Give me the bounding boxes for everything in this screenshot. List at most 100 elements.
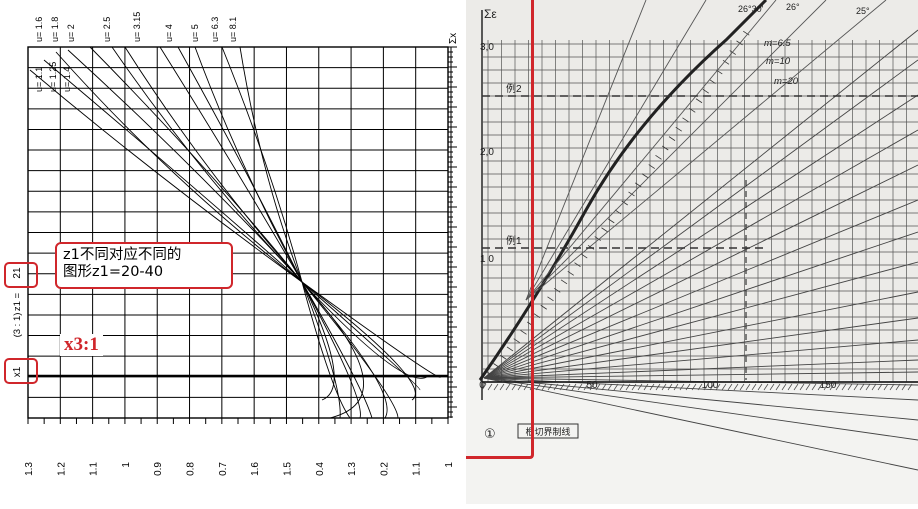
x-tick-label: 1 <box>444 462 455 468</box>
x-tick-label: 100 <box>702 380 719 391</box>
curve-hatch <box>689 107 696 113</box>
baseline-hatch <box>865 383 871 391</box>
nomogram-curve <box>55 51 416 401</box>
baseline-hatch <box>673 383 679 391</box>
y-tick-label: 3,0 <box>480 42 494 53</box>
curve-hatch <box>621 200 628 206</box>
u-label: u= 4 <box>164 24 174 42</box>
angle-label: 26°30' <box>738 4 764 14</box>
baseline-hatch <box>823 383 829 391</box>
nomogram-curve <box>89 46 399 419</box>
baseline-hatch <box>835 383 841 391</box>
annotation-line-2: 图形z1=20-40 <box>63 264 164 280</box>
left-nomogram-panel: u= 1.6 u= 1.8 u= 2 u= 2.5 u= 3.15 u= 4 u= 5 u= … <box>4 11 459 476</box>
x-tick-label: 50 <box>586 380 598 391</box>
baseline-hatch <box>721 383 727 391</box>
steep-line <box>525 0 827 301</box>
ray-line <box>483 371 918 379</box>
baseline-hatch <box>883 383 889 391</box>
annotation-line-1: z1不同对应不同的 <box>63 247 182 263</box>
steep-line <box>525 0 647 301</box>
baseline-hatch <box>691 383 697 391</box>
ray-line <box>483 291 918 379</box>
u-label: u= 2 <box>66 24 76 42</box>
ratio-label: x3:1 <box>60 334 103 356</box>
nomogram-curve <box>159 46 373 419</box>
curve-hatch <box>702 88 709 94</box>
baseline-hatch <box>697 383 703 391</box>
curve-hatch <box>594 236 601 241</box>
curve-hatch <box>614 209 622 215</box>
curve-hatch <box>520 330 527 335</box>
baseline-hatch <box>781 383 787 391</box>
u-label: u= 6.3 <box>210 17 220 42</box>
baseline-hatch <box>655 383 661 391</box>
side-label-z1: z1 = <box>12 292 23 311</box>
baseline-hatch <box>631 383 637 391</box>
baseline-hatch <box>613 383 619 391</box>
x-tick-label: 1.2 <box>56 462 67 476</box>
baseline-hatch <box>571 383 577 391</box>
baseline-hatch <box>499 383 505 391</box>
ray-line <box>483 199 918 379</box>
angle-label: 26° <box>786 2 800 12</box>
x-tick-label: 1.3 <box>347 462 358 476</box>
ray-line <box>483 94 918 379</box>
baseline-hatch <box>895 383 901 391</box>
baseline-hatch <box>559 383 565 391</box>
x-tick-label: 0.7 <box>218 462 229 476</box>
m-label: m=20 <box>774 76 799 87</box>
x1-label-box <box>4 358 38 384</box>
baseline-hatch <box>763 383 769 391</box>
baseline-hatch <box>685 383 691 391</box>
curve-hatch <box>540 304 547 310</box>
baseline-hatch <box>649 383 655 391</box>
nomogram-curve <box>221 46 351 419</box>
scanned-chart-svg: Σε 3,0 2,0 1 0 0 50 100 150 例2 例1 m=6.5 m=10 m=20 26°… <box>466 0 918 504</box>
u-low-label: u= 1.25 <box>48 62 58 92</box>
baseline-hatch <box>859 383 865 391</box>
nomogram-curve <box>239 46 341 419</box>
scan-bottom-bg <box>466 380 918 504</box>
side-label-x1: x1 <box>12 366 23 377</box>
x-tick-label: 0.9 <box>153 462 164 476</box>
baseline-hatch <box>901 383 907 391</box>
u-low-label: u= 1.4 <box>62 67 72 92</box>
footer-circle-label: ① <box>484 426 496 441</box>
baseline-hatch <box>853 383 859 391</box>
scanned-chart-panel: Σε 3,0 2,0 1 0 0 50 100 150 例2 例1 m=6.5 m=10 m=20 26°… <box>466 0 918 504</box>
x-tick-label: 0 <box>479 380 485 391</box>
baseline-hatch <box>805 383 811 391</box>
baseline-hatch <box>799 383 805 391</box>
baseline-hatch <box>775 383 781 391</box>
steep-line <box>525 0 887 301</box>
nomogram-curve <box>29 69 441 378</box>
baseline-hatch <box>679 383 685 391</box>
curve-hatch <box>533 313 541 318</box>
curve-hatch <box>743 30 750 36</box>
curve-hatch <box>662 145 669 151</box>
baseline-hatch <box>553 383 559 391</box>
curve-hatch <box>581 253 588 259</box>
curve-hatch <box>601 227 608 233</box>
x-tick-label: 1.6 <box>250 462 261 476</box>
x-tick-label: 1.1 <box>89 462 100 476</box>
baseline-hatch <box>667 383 673 391</box>
curve-hatch <box>675 126 682 132</box>
baseline-hatch <box>517 383 523 391</box>
ray-line <box>483 129 918 379</box>
baseline-hatch <box>493 383 499 391</box>
curve-hatch <box>695 98 703 104</box>
baseline-hatch <box>811 383 817 391</box>
x-tick-label: 1.1 <box>412 462 423 476</box>
nomogram-curve <box>177 46 335 401</box>
ray-line <box>483 59 918 379</box>
baseline-hatch <box>577 383 583 391</box>
steep-line <box>525 0 777 301</box>
baseline-hatch <box>739 383 745 391</box>
nomogram-curve <box>124 46 388 419</box>
baseline-hatch <box>595 383 601 391</box>
ray-line <box>483 377 918 471</box>
u-label: u= 2.5 <box>102 17 112 42</box>
m-label: m=10 <box>766 56 791 67</box>
